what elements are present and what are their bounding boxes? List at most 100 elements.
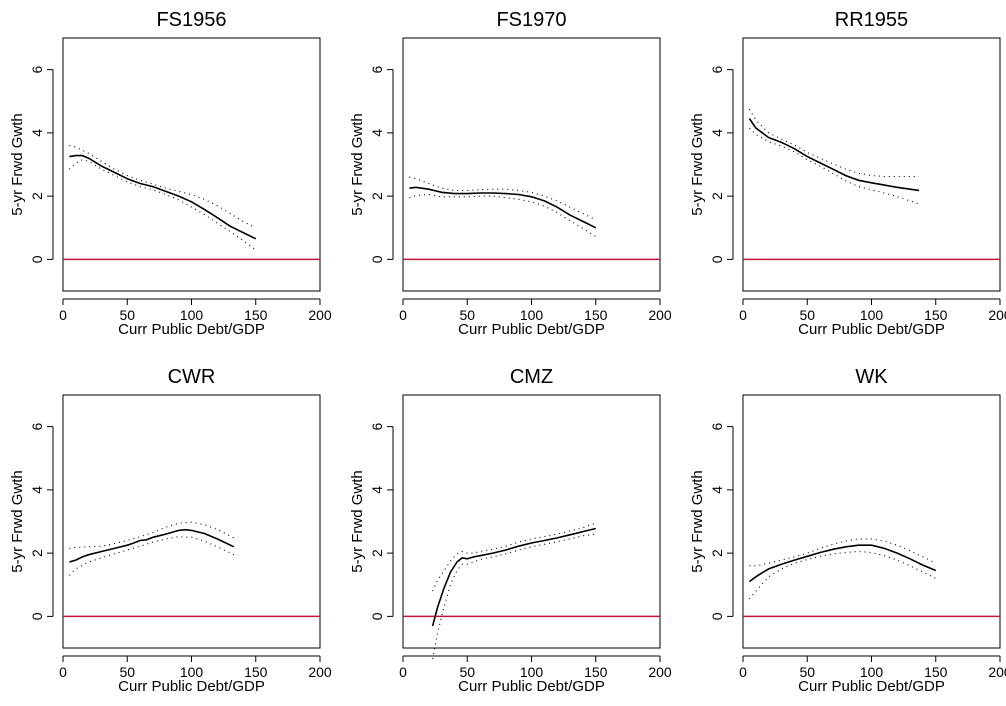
x-tick-label: 200	[988, 307, 1006, 323]
x-tick-label: 50	[459, 307, 475, 323]
y-axis-label: 5-yr Frwd Gwth	[9, 470, 26, 573]
x-tick-label: 0	[59, 664, 67, 680]
x-tick-label: 150	[924, 664, 948, 680]
fit-line	[69, 528, 235, 563]
plot-frame	[742, 394, 1001, 649]
x-tick-label: 150	[244, 307, 268, 323]
y-tick-label: 0	[369, 612, 385, 620]
y-tick-label: 0	[29, 612, 45, 620]
panel-5: CMZ 0 50 100 150 200 Curr Public Debt/GDP 0 2 4 6 5…	[349, 366, 672, 695]
x-tick-label: 100	[860, 307, 884, 323]
plot-frame	[742, 37, 1001, 292]
y-axis-label: 5-yr Frwd Gwth	[689, 113, 706, 216]
y-axis-label: 5-yr Frwd Gwth	[689, 470, 706, 573]
y-tick-label: 4	[709, 129, 725, 137]
y-tick-label: 2	[369, 192, 385, 200]
y-axis-label: 5-yr Frwd Gwth	[349, 470, 366, 573]
y-tick-label: 2	[709, 192, 725, 200]
panel-4: CWR 0 50 100 150 200 Curr Public Debt/GDP 0 2 4 6 5…	[9, 366, 332, 695]
x-axis-label: Curr Public Debt/GDP	[798, 321, 945, 338]
x-tick-label: 50	[459, 664, 475, 680]
upper-band-line	[432, 522, 596, 592]
fit-line	[748, 544, 937, 583]
lower-band-line	[748, 550, 937, 600]
x-tick-label: 50	[119, 307, 135, 323]
x-tick-label: 100	[520, 664, 544, 680]
fit-line	[748, 118, 920, 192]
y-tick-label: 2	[29, 549, 45, 557]
lower-band-line	[69, 159, 257, 251]
x-tick-label: 100	[520, 307, 544, 323]
y-tick-label: 0	[369, 255, 385, 263]
fit-line	[431, 527, 596, 627]
lower-band-line	[69, 536, 235, 576]
x-tick-label: 50	[119, 664, 135, 680]
upper-band-line	[749, 538, 937, 567]
y-tick-label: 6	[709, 423, 725, 431]
x-tick-label: 200	[308, 307, 332, 323]
panel-title: CWR	[168, 366, 216, 388]
lower-band-line	[749, 127, 920, 205]
panel-title: WK	[855, 366, 888, 388]
x-tick-label: 50	[799, 664, 815, 680]
x-tick-label: 0	[59, 307, 67, 323]
x-tick-label: 150	[584, 307, 608, 323]
x-tick-label: 0	[739, 664, 747, 680]
y-tick-label: 4	[369, 129, 385, 137]
y-tick-label: 0	[709, 612, 725, 620]
panel-title: CMZ	[510, 366, 553, 388]
x-axis-label: Curr Public Debt/GDP	[458, 678, 605, 695]
plot-frame	[62, 37, 321, 292]
y-tick-label: 6	[369, 66, 385, 74]
y-tick-label: 4	[369, 486, 385, 494]
y-tick-label: 2	[369, 549, 385, 557]
x-tick-label: 150	[584, 664, 608, 680]
lower-band-line	[409, 193, 597, 238]
x-tick-label: 0	[399, 307, 407, 323]
y-tick-label: 0	[29, 255, 45, 263]
fit-line	[409, 186, 597, 229]
y-tick-label: 6	[369, 423, 385, 431]
upper-band-line	[69, 144, 257, 229]
x-tick-label: 200	[308, 664, 332, 680]
y-tick-label: 4	[29, 129, 45, 137]
x-axis-label: Curr Public Debt/GDP	[118, 321, 265, 338]
panel-3: RR1955 0 50 100 150 200 Curr Public Debt/GDP 0 2…	[689, 9, 1006, 338]
fit-line	[69, 154, 257, 240]
x-tick-label: 0	[399, 664, 407, 680]
x-tick-label: 100	[180, 664, 204, 680]
y-tick-label: 2	[709, 549, 725, 557]
x-axis-label: Curr Public Debt/GDP	[458, 321, 605, 338]
x-tick-label: 50	[799, 307, 815, 323]
panel-title: FS1956	[156, 9, 226, 31]
x-tick-label: 100	[860, 664, 884, 680]
y-axis-label: 5-yr Frwd Gwth	[349, 113, 366, 216]
x-axis-label: Curr Public Debt/GDP	[798, 678, 945, 695]
plot-frame	[402, 394, 661, 649]
y-tick-label: 4	[709, 486, 725, 494]
panel-title: FS1970	[496, 9, 566, 31]
y-tick-label: 6	[709, 66, 725, 74]
panel-title: RR1955	[835, 9, 908, 31]
x-tick-label: 150	[244, 664, 268, 680]
x-tick-label: 0	[739, 307, 747, 323]
upper-band-line	[748, 108, 919, 178]
panel-2: FS1970 0 50 100 150 200 Curr Public Debt/GDP 0 2…	[349, 9, 672, 338]
x-tick-label: 200	[988, 664, 1006, 680]
y-tick-label: 2	[29, 192, 45, 200]
x-tick-label: 200	[648, 664, 672, 680]
x-tick-label: 150	[924, 307, 948, 323]
panel-1: FS1956 0 50 100 150 200 Curr Public Debt/GDP 0 2…	[9, 9, 332, 338]
y-tick-label: 6	[29, 423, 45, 431]
x-tick-label: 200	[648, 307, 672, 323]
y-tick-label: 4	[29, 486, 45, 494]
y-tick-label: 0	[709, 255, 725, 263]
plot-frame	[402, 37, 661, 292]
x-tick-label: 100	[180, 307, 204, 323]
plot-frame	[62, 394, 321, 649]
y-tick-label: 6	[29, 66, 45, 74]
x-axis-label: Curr Public Debt/GDP	[118, 678, 265, 695]
lower-band-line	[432, 533, 596, 660]
panel-6: WK 0 50 100 150 200 Curr Public Debt/GDP 0 2 4 6 5-…	[689, 366, 1006, 695]
